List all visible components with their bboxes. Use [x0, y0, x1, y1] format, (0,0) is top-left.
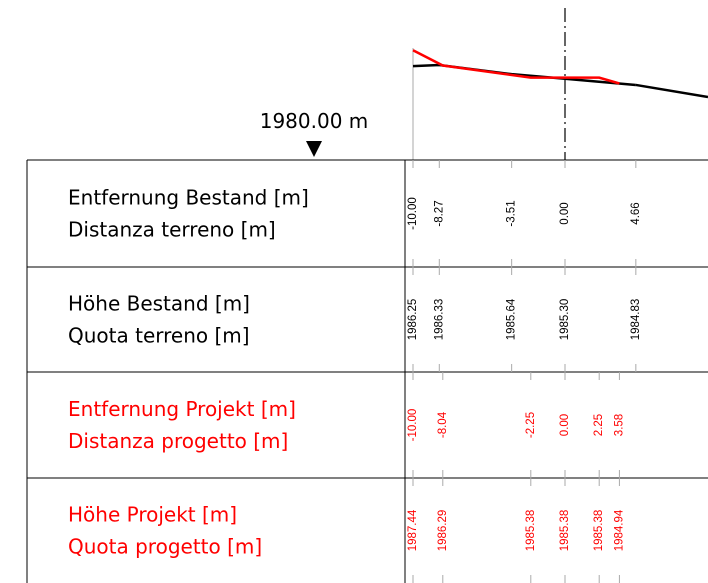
row-value: -2.25	[525, 412, 537, 438]
row-value: -10.00	[407, 197, 419, 230]
row-label: Quota progetto [m]	[68, 535, 262, 559]
row-label: Höhe Projekt [m]	[68, 503, 237, 527]
row-value: 1986.29	[437, 510, 449, 552]
row-label: Entfernung Bestand [m]	[68, 186, 309, 210]
row-label: Entfernung Projekt [m]	[68, 397, 296, 421]
row-label: Distanza terreno [m]	[68, 218, 276, 242]
row-value: -10.00	[407, 409, 419, 442]
row-value: 1984.83	[630, 299, 642, 341]
row-value: 1987.44	[407, 509, 419, 551]
row-label: Distanza progetto [m]	[68, 429, 288, 453]
row-label: Höhe Bestand [m]	[68, 292, 250, 316]
terrain-line	[412, 63, 636, 87]
terrain-extension	[635, 83, 708, 99]
row-value: -3.51	[506, 200, 518, 226]
reference-label: 1980.00 m	[260, 109, 369, 133]
row-value: 2.25	[593, 414, 605, 436]
project-line	[412, 49, 620, 85]
row-value: 1985.30	[559, 299, 571, 341]
row-label: Quota terreno [m]	[68, 324, 250, 348]
row-value: 1985.38	[593, 510, 605, 552]
row-value: 3.58	[613, 414, 625, 436]
row-value: 1985.38	[559, 510, 571, 552]
row-value: 0.00	[559, 202, 571, 224]
row-value: 4.66	[630, 202, 642, 224]
row-value: 1984.94	[613, 509, 625, 551]
row-value: 0.00	[559, 414, 571, 436]
row-value: 1985.38	[525, 510, 537, 552]
row-value: -8.04	[437, 411, 449, 438]
reference-marker	[306, 141, 322, 157]
row-value: 1985.64	[506, 298, 518, 340]
row-value: 1986.33	[433, 299, 445, 341]
row-value: 1986.25	[407, 299, 419, 341]
row-value: -8.27	[433, 200, 445, 226]
